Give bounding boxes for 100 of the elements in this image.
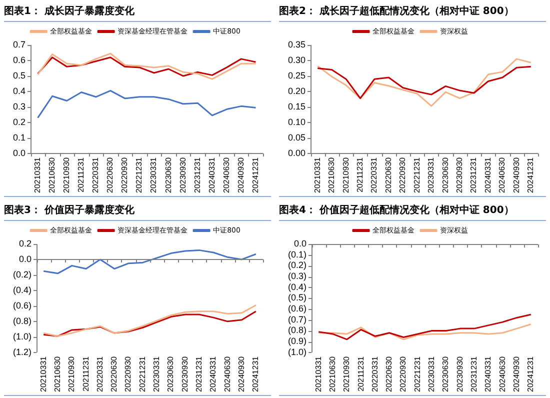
x-tick-label: 20210630 [327, 156, 336, 193]
y-tick-label: 0.25 [288, 70, 306, 80]
chart-title: 图表3： 价值因子暴露度变化 [4, 202, 271, 221]
x-tick-label: 20240930 [236, 356, 246, 392]
x-tick-label: 20231231 [192, 156, 202, 193]
y-tick-label: 0.2 [18, 238, 32, 248]
x-tick-label: 20230630 [166, 356, 176, 392]
x-tick-label: 20241231 [250, 156, 260, 193]
x-tick-label: 20240630 [498, 156, 507, 193]
y-tick-label: (0.6) [288, 304, 307, 314]
y-tick-label: (1.0) [288, 346, 307, 357]
x-tick-label: 20210930 [341, 156, 350, 193]
y-tick-label: 0.5 [12, 70, 26, 80]
x-tick-label: 20240930 [236, 156, 246, 193]
y-tick-label: 0.7 [12, 39, 26, 50]
x-tick-label: 20210331 [32, 156, 42, 193]
x-tick-label: 20220630 [384, 356, 394, 392]
y-tick-label: 0.15 [288, 101, 306, 112]
x-tick-label: 20230331 [152, 356, 162, 392]
chart-title: 图表4： 价值因子超低配情况变化（相对中证 800） [279, 202, 546, 221]
y-tick-label: (0.5) [288, 292, 307, 303]
y-tick-label: 0.05 [288, 132, 306, 142]
x-tick-label: 20211231 [355, 156, 364, 192]
y-tick-label: 0.3 [12, 101, 26, 112]
x-tick-label: 20240930 [512, 356, 521, 392]
x-tick-label: 20220930 [120, 156, 130, 193]
x-tick-label: 20220331 [370, 156, 379, 193]
x-tick-label: 20220630 [110, 356, 119, 392]
y-tick-label: 0.4 [12, 86, 26, 96]
y-tick-label: (0.7) [288, 314, 307, 324]
y-tick-label: (0.2) [12, 269, 32, 280]
x-tick-label: 20220331 [370, 356, 380, 392]
chart-title: 图表1： 成长因子暴露度变化 [4, 3, 271, 22]
x-tick-label: 20231231 [194, 356, 204, 392]
y-tick-label: 0.20 [288, 86, 306, 96]
x-tick-label: 20221231 [138, 356, 147, 392]
x-tick-label: 20231231 [470, 356, 478, 392]
y-tick-label: (0.1) [288, 249, 307, 260]
chart-title: 图表2： 成长因子超低配情况变化（相对中证 800） [279, 3, 546, 22]
x-tick-label: 20210930 [62, 156, 72, 193]
x-tick-label: 20240331 [484, 356, 493, 392]
x-tick-label: 20220930 [124, 356, 133, 392]
y-tick-label: (0.8) [12, 316, 32, 326]
x-tick-label: 20230331 [426, 156, 436, 193]
x-tick-label: 20221231 [134, 156, 144, 193]
x-tick-label: 20210630 [52, 356, 62, 392]
x-tick-label: 20221231 [412, 356, 422, 392]
y-tick-label: (0.3) [288, 271, 307, 282]
x-tick-label: 20241231 [251, 356, 260, 392]
x-tick-label: 20210630 [48, 156, 57, 193]
y-tick-label: 0.0 [294, 238, 307, 248]
x-tick-label: 20230331 [149, 156, 158, 193]
x-tick-label: 20220930 [398, 156, 408, 193]
x-tick-label: 20220930 [398, 356, 408, 392]
x-tick-label: 20241231 [526, 156, 536, 193]
y-tick-label: 0.10 [288, 116, 306, 127]
x-tick-label: 20221231 [412, 156, 422, 193]
x-tick-label: 20240630 [498, 356, 507, 392]
x-tick-label: 20220331 [95, 356, 104, 392]
y-tick-label: 0.00 [288, 148, 306, 158]
x-tick-label: 20230630 [164, 156, 173, 193]
x-tick-label: 20230930 [178, 156, 188, 193]
x-tick-label: 20230930 [180, 356, 190, 392]
x-tick-label: 20240630 [222, 156, 231, 193]
y-tick-label: 0.35 [288, 39, 306, 50]
x-tick-label: 20230630 [440, 156, 450, 193]
y-tick-label: (0.6) [12, 300, 32, 310]
x-tick-label: 20220630 [106, 156, 115, 193]
y-tick-label: 0.30 [288, 54, 306, 65]
x-tick-label: 20220630 [384, 156, 393, 193]
y-tick-label: (0.2) [288, 260, 307, 270]
x-tick-label: 20230930 [455, 156, 464, 193]
y-tick-label: 0.1 [12, 132, 26, 142]
y-tick-label: 0.2 [12, 116, 26, 127]
y-tick-label: 0.6 [12, 54, 26, 65]
x-tick-label: 20231231 [469, 156, 478, 193]
x-tick-label: 20210930 [67, 356, 76, 392]
x-tick-label: 20230630 [441, 356, 450, 392]
x-tick-label: 20240331 [483, 156, 492, 193]
x-tick-label: 20240930 [512, 156, 521, 193]
x-tick-label: 20210331 [312, 156, 322, 193]
y-tick-label: (1.0) [12, 331, 32, 342]
y-tick-label: (0.8) [288, 325, 307, 336]
y-tick-label: (0.9) [288, 336, 307, 346]
y-tick-label: 0.0 [18, 254, 32, 264]
x-tick-label: 20220331 [91, 156, 100, 193]
y-tick-label: 0.0 [12, 148, 26, 158]
x-tick-label: 20240331 [208, 356, 218, 392]
y-tick-label: (0.4) [12, 284, 32, 295]
x-tick-label: 20211231 [356, 356, 366, 392]
x-tick-label: 20210331 [38, 356, 48, 392]
x-tick-label: 20230331 [427, 356, 436, 392]
x-tick-label: 20210331 [314, 356, 323, 392]
x-tick-label: 20240331 [207, 156, 216, 193]
x-tick-label: 20211231 [81, 356, 90, 392]
x-tick-label: 20210630 [328, 356, 337, 392]
x-tick-label: 20240630 [222, 356, 232, 392]
x-tick-label: 20211231 [76, 156, 86, 192]
y-tick-label: (1.2) [12, 346, 32, 357]
x-tick-label: 20241231 [526, 356, 536, 392]
